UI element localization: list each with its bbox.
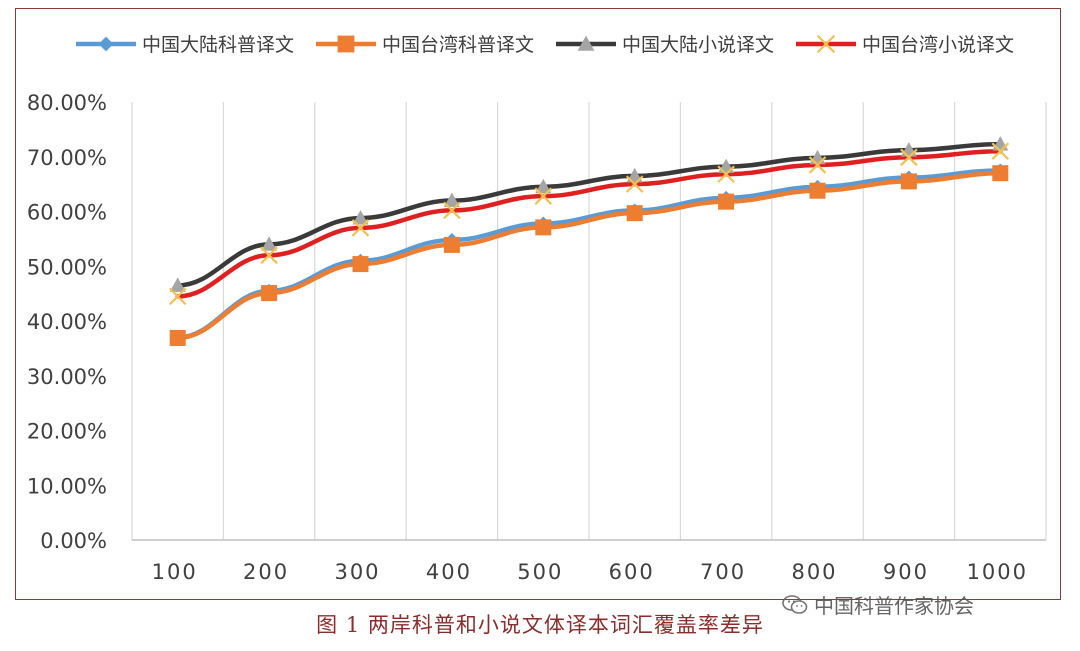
y-tick-label: 30.00% xyxy=(27,365,107,389)
data-point-3-stroke xyxy=(625,175,644,193)
line-chart: 0.00% 10.00% 20.00% 30.00% 40.00% 50.00% 60.00… xyxy=(27,34,1047,584)
wechat-icon xyxy=(782,594,808,614)
figure-caption: 图 1 两岸科普和小说文体译本词汇覆盖率差异 xyxy=(316,613,764,637)
series-line-2 xyxy=(175,141,1003,288)
legend-label: 中国大陆小说译文 xyxy=(622,34,774,56)
data-point-3 xyxy=(534,187,553,205)
x-tick-label: 700 xyxy=(700,560,746,584)
series-lines xyxy=(175,141,1003,341)
series-line-1 xyxy=(175,170,1003,341)
data-point-1 xyxy=(352,256,369,273)
data-point-3 xyxy=(808,156,827,174)
data-point-2 xyxy=(169,277,186,292)
data-point-3 xyxy=(443,201,461,220)
x-tick-label: 300 xyxy=(334,560,380,584)
data-point-1 xyxy=(809,182,826,199)
data-point-3-stroke xyxy=(168,287,187,306)
y-axis-tick-labels: 0.00% 10.00% 20.00% 30.00% 40.00% 50.00% 60.00… xyxy=(27,91,107,553)
legend-marker xyxy=(337,35,355,53)
x-tick-label: 900 xyxy=(883,560,929,584)
series-markers xyxy=(168,136,1010,346)
x-tick-label: 500 xyxy=(517,560,563,584)
x-tick-label: 400 xyxy=(426,560,472,584)
data-point-3-stroke xyxy=(808,156,827,174)
gridlines xyxy=(131,102,1047,540)
watermark-text: 中国科普作家协会 xyxy=(814,594,974,618)
y-tick-label: 10.00% xyxy=(27,474,107,498)
data-point-3 xyxy=(168,287,187,306)
data-point-3 xyxy=(717,165,735,184)
y-tick-label: 0.00% xyxy=(40,529,107,553)
y-tick-label: 50.00% xyxy=(27,255,107,279)
x-axis-tick-labels: 100 200 300 400 500 600 700 800 900 1000 xyxy=(152,560,1028,584)
data-point-2 xyxy=(443,192,460,207)
data-point-1 xyxy=(992,165,1009,182)
data-point-3-stroke xyxy=(991,142,1010,161)
x-tick-label: 1000 xyxy=(967,560,1028,584)
legend-marker xyxy=(577,35,595,51)
data-point-1 xyxy=(169,329,186,346)
data-point-3-stroke xyxy=(717,165,735,184)
y-tick-label: 60.00% xyxy=(27,201,107,225)
chart-frame xyxy=(15,8,1061,600)
legend-label: 中国台湾小说译文 xyxy=(862,34,1014,56)
legend-marker xyxy=(816,34,836,54)
data-point-2 xyxy=(261,236,278,251)
legend: 中国大陆科普译文 中国台湾科普译文 中国大陆小说译文 中国台湾小说译文 xyxy=(76,34,1014,56)
data-point-3 xyxy=(991,142,1010,161)
legend-label: 中国大陆科普译文 xyxy=(142,34,294,56)
series-line-3 xyxy=(175,149,1003,299)
data-point-3 xyxy=(351,219,370,237)
y-tick-label: 70.00% xyxy=(27,146,107,170)
x-tick-label: 800 xyxy=(791,560,837,584)
data-point-3-stroke xyxy=(900,148,918,167)
data-point-1 xyxy=(443,236,460,253)
data-point-3-stroke xyxy=(260,246,278,265)
y-tick-label: 40.00% xyxy=(27,310,107,334)
watermark: 中国科普作家协会 xyxy=(782,590,974,619)
legend-label: 中国台湾科普译文 xyxy=(382,34,534,56)
data-point-2 xyxy=(352,210,369,225)
y-tick-label: 20.00% xyxy=(27,420,107,444)
series-line-0 xyxy=(175,168,1003,340)
x-tick-label: 600 xyxy=(609,560,655,584)
data-point-1 xyxy=(718,193,735,210)
data-point-3 xyxy=(625,175,644,193)
data-point-3-stroke xyxy=(534,187,553,205)
data-point-2 xyxy=(535,178,552,194)
data-point-1 xyxy=(900,173,917,190)
data-point-3 xyxy=(900,148,918,167)
data-point-1 xyxy=(535,219,552,236)
data-point-3 xyxy=(260,246,278,265)
data-point-3-stroke xyxy=(351,219,370,237)
x-tick-label: 200 xyxy=(243,560,289,584)
data-point-3-stroke xyxy=(443,201,461,220)
legend-marker-stroke xyxy=(816,34,836,54)
x-tick-label: 100 xyxy=(152,560,198,584)
y-tick-label: 80.00% xyxy=(27,91,107,115)
legend-marker xyxy=(98,36,114,52)
data-point-1 xyxy=(626,205,643,222)
data-point-1 xyxy=(261,285,278,302)
